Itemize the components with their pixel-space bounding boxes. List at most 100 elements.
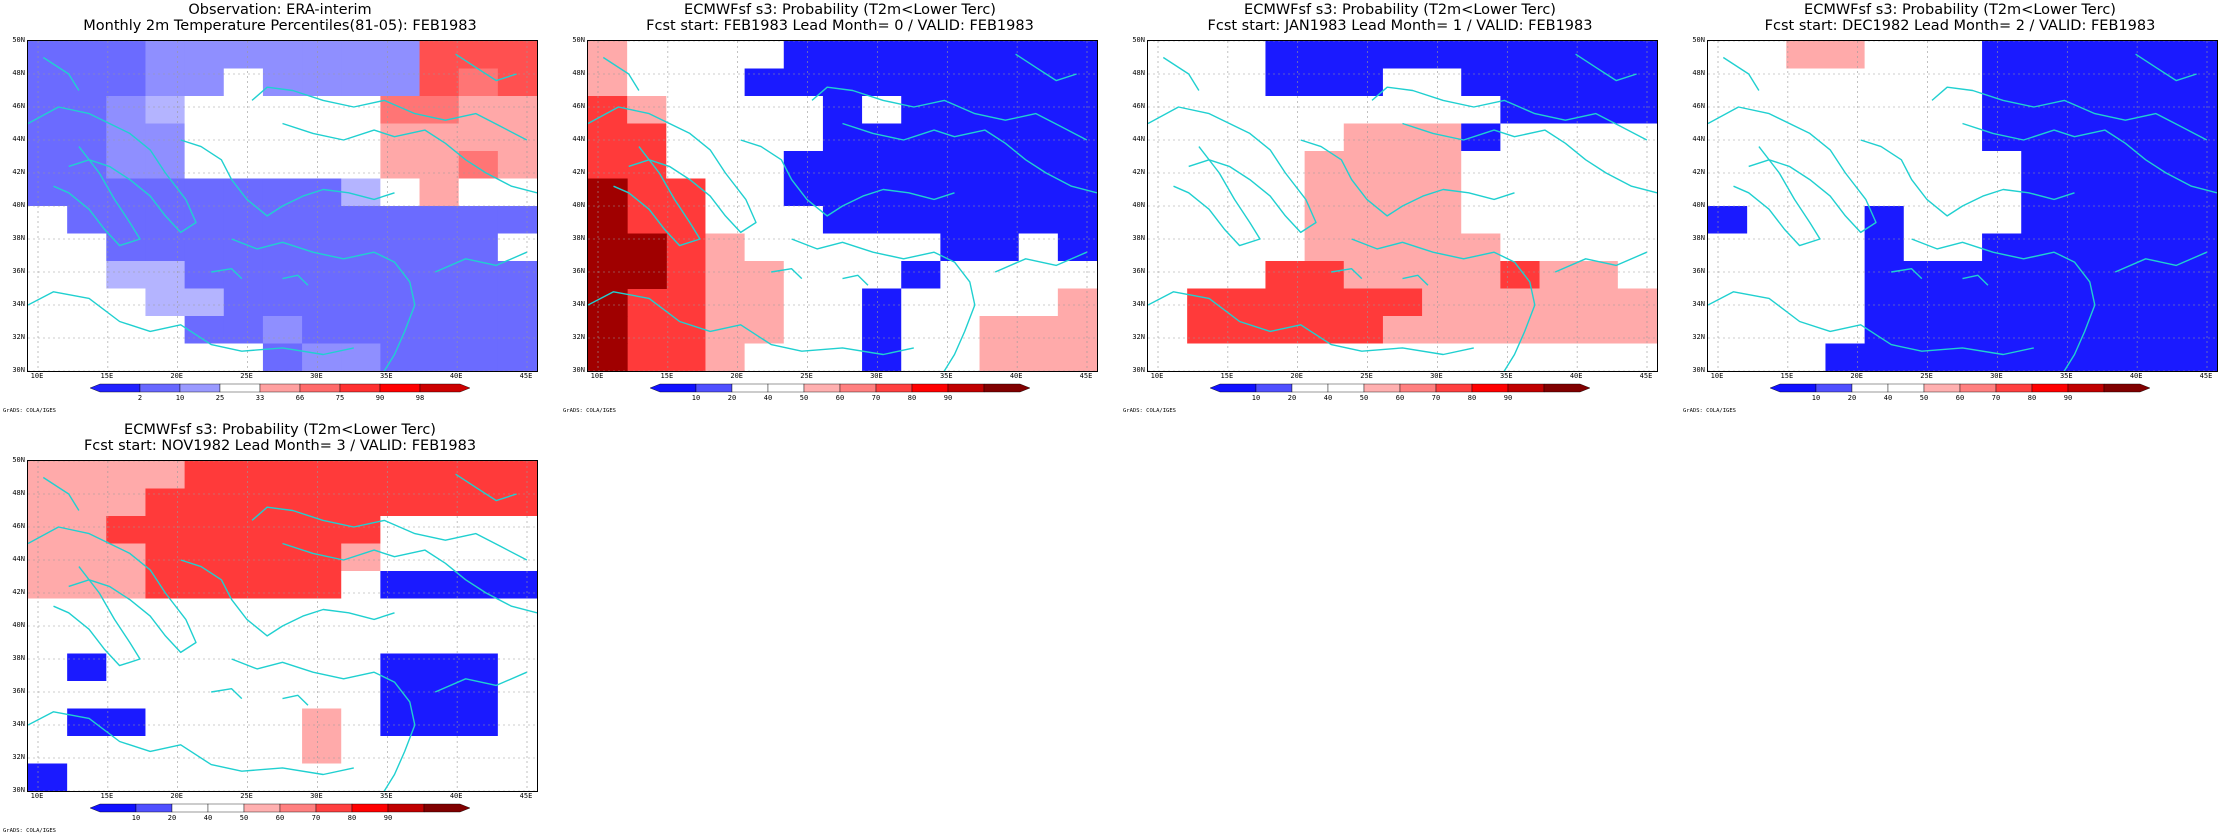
colorbar-segment xyxy=(90,383,141,393)
colorbar-segment xyxy=(1851,383,1889,393)
grid-cell xyxy=(497,571,537,599)
grid-cell xyxy=(67,288,107,317)
grid-cell xyxy=(419,178,460,207)
lon-tick-label: 45E xyxy=(519,372,533,380)
map-canvas xyxy=(588,41,1097,371)
grid-cell xyxy=(1148,316,1188,344)
coastline xyxy=(28,711,354,776)
grid-cell xyxy=(1617,261,1657,289)
grid-cell xyxy=(1539,178,1580,207)
grid-cell xyxy=(106,68,146,97)
grid-cell xyxy=(940,206,981,234)
coastline xyxy=(211,687,243,700)
grid-cell xyxy=(145,598,186,627)
colorbar-segment xyxy=(875,383,913,393)
grid-cell xyxy=(497,653,537,682)
grid-cell xyxy=(145,233,186,262)
grid-cell xyxy=(1500,123,1541,152)
map-area xyxy=(27,40,538,372)
grid-cell xyxy=(145,681,186,709)
grid-cell xyxy=(1539,96,1580,124)
grid-cell xyxy=(1057,206,1097,234)
grid-cell xyxy=(588,123,628,152)
grid-cell xyxy=(1539,343,1580,371)
grid-cell xyxy=(145,68,186,97)
grid-cell xyxy=(2099,41,2140,69)
grid-cell xyxy=(380,681,421,709)
grid-cell xyxy=(2177,261,2217,289)
grid-cell xyxy=(106,151,146,179)
grid-cell xyxy=(2021,41,2061,69)
colorbar-segment xyxy=(1471,383,1509,393)
panel-title: ECMWFsf s3: Probability (T2m<Lower Terc) xyxy=(124,422,436,438)
grid-cell xyxy=(419,316,460,344)
coastline xyxy=(455,53,517,82)
grid-cell xyxy=(1304,343,1345,371)
lon-tick-label: 30E xyxy=(870,372,883,380)
grid-cell xyxy=(862,68,902,97)
grid-cell xyxy=(223,123,264,152)
grid-cell xyxy=(1148,206,1188,234)
grid-cell xyxy=(1825,316,1866,344)
grid-cell xyxy=(1343,206,1384,234)
colorbar xyxy=(650,383,1030,393)
colorbar-label: 80 xyxy=(907,394,917,402)
grid-cell xyxy=(666,96,706,124)
grid-cell xyxy=(67,598,107,627)
grid-cell xyxy=(184,488,225,517)
grid-cell xyxy=(67,626,107,654)
lon-tick-label: 35E xyxy=(379,792,393,800)
grid-cell xyxy=(588,261,628,289)
grid-cell xyxy=(1864,151,1905,179)
grid-cell xyxy=(862,261,902,289)
grid-cell xyxy=(106,708,146,737)
grid-cell xyxy=(106,736,146,764)
coastline xyxy=(1708,106,1877,234)
grid-cell xyxy=(2021,206,2061,234)
lat-tick-label: 44N xyxy=(1132,135,1145,143)
grid-cell xyxy=(341,626,381,654)
grid-cell xyxy=(588,233,628,262)
grid-cell xyxy=(458,516,499,544)
grid-cell xyxy=(1018,316,1059,344)
grid-cell xyxy=(1057,316,1097,344)
coastline xyxy=(251,86,528,141)
colorbar-label: 80 xyxy=(1467,394,1477,402)
grid-cell xyxy=(1942,288,1983,317)
grid-cell xyxy=(1942,151,1983,179)
coastline xyxy=(42,476,80,511)
grid-cell xyxy=(1018,68,1059,97)
grid-cell xyxy=(67,488,107,517)
grid-cell xyxy=(145,763,186,791)
colorbar-segment xyxy=(135,803,173,813)
grid-cell xyxy=(145,736,186,764)
colorbar-segment xyxy=(1887,383,1925,393)
grid-cell xyxy=(1500,68,1541,97)
grid-cell xyxy=(380,206,421,234)
lon-tick-label: 15E xyxy=(660,372,674,380)
grid-cell xyxy=(1539,261,1580,289)
grid-cell xyxy=(940,96,981,124)
grid-cell xyxy=(940,178,981,207)
grid-cell xyxy=(1903,261,1944,289)
grid-cell xyxy=(705,151,746,179)
grid-cell xyxy=(2177,206,2217,234)
grid-cell xyxy=(28,598,68,627)
grid-cell xyxy=(28,123,68,152)
colorbar-label: 60 xyxy=(835,394,845,402)
grid-cell xyxy=(302,178,342,207)
grid-cell xyxy=(1747,123,1787,152)
grid-cell xyxy=(341,543,381,572)
colorbar-segment xyxy=(2103,383,2150,393)
grid-cell xyxy=(1786,151,1826,179)
grid-cell xyxy=(380,626,421,654)
grid-cell xyxy=(1747,41,1787,69)
grid-cell xyxy=(1825,343,1866,371)
grid-cell xyxy=(1578,151,1619,179)
grid-cell xyxy=(940,41,981,69)
grid-cell xyxy=(1942,206,1983,234)
grid-cell xyxy=(1903,178,1944,207)
grid-cell xyxy=(106,598,146,627)
coastline xyxy=(1015,53,1077,82)
grid-cell xyxy=(28,736,68,764)
